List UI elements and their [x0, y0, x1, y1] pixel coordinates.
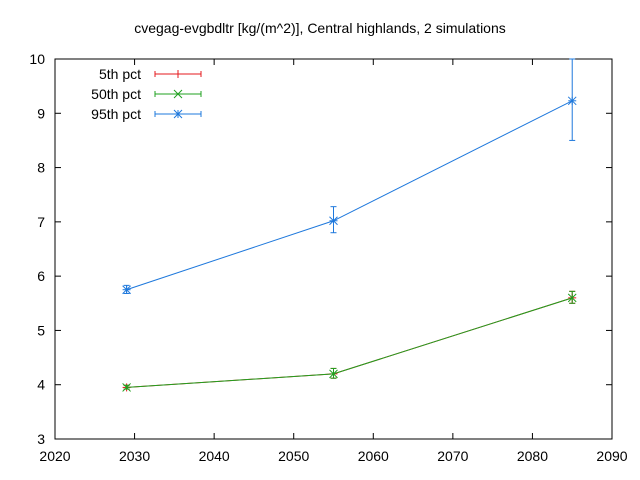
data-point	[567, 96, 577, 106]
x-tick-label: 2080	[517, 448, 548, 464]
legend-label: 50th pct	[91, 86, 141, 102]
legend-marker	[173, 109, 183, 119]
x-tick-label: 2040	[199, 448, 230, 464]
x-tick-label: 2050	[278, 448, 309, 464]
data-point	[567, 293, 577, 303]
data-point	[122, 383, 131, 392]
x-tick-label: 2030	[119, 448, 150, 464]
y-tick-label: 7	[37, 214, 45, 230]
legend-item: 50th pct	[91, 86, 202, 102]
x-tick-label: 2060	[358, 448, 389, 464]
y-tick-label: 10	[29, 51, 45, 67]
y-tick-label: 4	[37, 377, 45, 393]
series-5th-pct	[122, 290, 577, 392]
y-tick-label: 8	[37, 160, 45, 176]
legend-label: 5th pct	[99, 66, 141, 82]
y-tick-label: 9	[37, 105, 45, 121]
y-tick-label: 6	[37, 268, 45, 284]
data-point	[329, 216, 338, 226]
legend-label: 95th pct	[91, 106, 141, 122]
series-50th-pct	[122, 290, 577, 392]
y-tick-label: 3	[37, 431, 45, 447]
data-point	[122, 285, 131, 295]
plot-frame	[54, 58, 613, 440]
series-line	[126, 297, 573, 388]
legend-marker	[174, 70, 182, 78]
x-tick-label: 2070	[437, 448, 468, 464]
series-line	[126, 100, 573, 291]
series-line	[126, 297, 573, 388]
chart-title: cvegag-evgbdltr [kg/(m^2)], Central high…	[134, 20, 506, 36]
legend-item: 5th pct	[99, 66, 202, 82]
x-tick-label: 2020	[39, 448, 70, 464]
legend-marker	[173, 89, 183, 99]
x-tick-label: 2090	[596, 448, 627, 464]
legend-item: 95th pct	[91, 106, 202, 122]
data-point	[329, 369, 338, 379]
y-tick-label: 5	[37, 322, 45, 338]
series-95th-pct	[122, 58, 577, 295]
